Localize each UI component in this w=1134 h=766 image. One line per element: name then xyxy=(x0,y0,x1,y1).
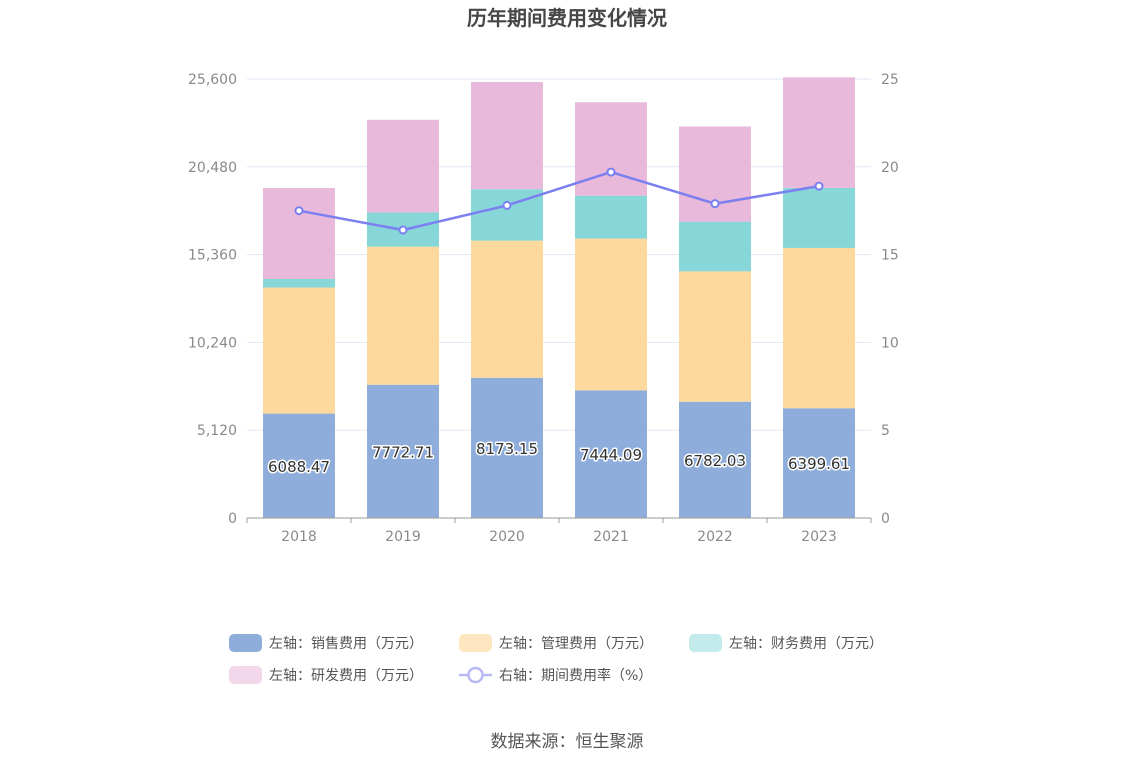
legend-point-swatch xyxy=(467,666,484,684)
bar-segment xyxy=(367,246,439,385)
y-left-tick-label: 15,360 xyxy=(188,248,237,264)
y-left-tick-label: 10,240 xyxy=(188,335,237,351)
rate-point xyxy=(814,181,824,191)
bar-segment xyxy=(679,221,751,272)
bar-segment xyxy=(367,119,439,213)
rate-line xyxy=(298,170,820,232)
x-tick-label: 2019 xyxy=(385,529,421,545)
y-right-tick-label: 5 xyxy=(881,423,890,439)
bar-value-label: 7444.09 xyxy=(580,446,642,464)
x-tick-label: 2021 xyxy=(593,529,629,545)
bar-segment xyxy=(367,384,439,518)
bar-segment xyxy=(783,247,855,409)
bar-segment xyxy=(263,278,335,288)
data-labels: 6088.47 7772.71 8173.15 7444.09 6782.03 6399.… xyxy=(266,438,851,477)
bar-segment xyxy=(263,413,335,518)
rate-point xyxy=(294,206,304,216)
grid-lines xyxy=(247,78,871,431)
y-right-tick-label: 0 xyxy=(881,511,890,527)
x-tick-label: 2020 xyxy=(489,529,525,545)
bars xyxy=(263,77,855,518)
axes: 0 5,120 10,240 15,360 20,480 25,600 0 5 10 15 20 25… xyxy=(188,72,899,545)
chart-title: 历年期间费用变化情况 xyxy=(467,6,667,30)
y-left-tick-label: 5,120 xyxy=(197,423,237,439)
legend-swatch xyxy=(689,634,722,652)
bar-value-label: 6399.61 xyxy=(788,455,850,473)
rate-point xyxy=(606,167,616,177)
rate-point xyxy=(398,225,408,235)
bar-segment xyxy=(783,408,855,518)
y-right-tick-label: 10 xyxy=(881,335,899,351)
rate-point xyxy=(710,199,720,209)
x-tick-label: 2022 xyxy=(697,529,733,545)
source-note: 数据来源：恒生聚源 xyxy=(491,732,644,752)
y-left-tick-label: 0 xyxy=(228,511,237,527)
bar-value-label: 6088.47 xyxy=(268,458,330,476)
bar-value-label: 6782.03 xyxy=(684,452,746,470)
bar-segment xyxy=(783,77,855,188)
bar-segment xyxy=(471,240,543,378)
y-left-tick-label: 20,480 xyxy=(188,160,237,176)
bar-segment xyxy=(263,188,335,279)
rate-line-series xyxy=(294,167,824,235)
legend-label: 左轴：财务费用（万元） xyxy=(729,636,883,652)
legend: 左轴：销售费用（万元） 左轴：管理费用（万元） 左轴：财务费用（万元） 左轴：研发费用… xyxy=(229,634,883,684)
bar-segment xyxy=(263,287,335,414)
y-left-tick-label: 25,600 xyxy=(188,72,237,88)
legend-label: 右轴：期间费用率（%） xyxy=(499,667,652,684)
x-tick-label: 2018 xyxy=(281,529,317,545)
bar-segment xyxy=(679,271,751,402)
bar-segment xyxy=(575,238,647,391)
legend-label: 左轴：销售费用（万元） xyxy=(269,636,423,652)
rate-point xyxy=(502,200,512,210)
legend-label: 左轴：研发费用（万元） xyxy=(269,668,423,684)
bar-segment xyxy=(471,377,543,518)
y-right-tick-label: 15 xyxy=(881,248,899,264)
x-tick-label: 2023 xyxy=(801,529,837,545)
bar-segment xyxy=(575,102,647,196)
bar-segment xyxy=(679,401,751,518)
bar-segment xyxy=(575,390,647,518)
legend-swatch xyxy=(459,634,492,652)
bar-segment xyxy=(575,195,647,239)
legend-label: 左轴：管理费用（万元） xyxy=(499,636,653,652)
y-right-tick-label: 20 xyxy=(881,160,899,176)
bar-value-label: 7772.71 xyxy=(372,443,434,461)
bar-segment xyxy=(471,82,543,190)
bar-value-label: 8173.15 xyxy=(476,440,538,458)
y-right-tick-label: 25 xyxy=(881,72,899,88)
legend-swatch xyxy=(229,634,262,652)
legend-swatch xyxy=(229,666,262,684)
bar-segment xyxy=(783,187,855,248)
